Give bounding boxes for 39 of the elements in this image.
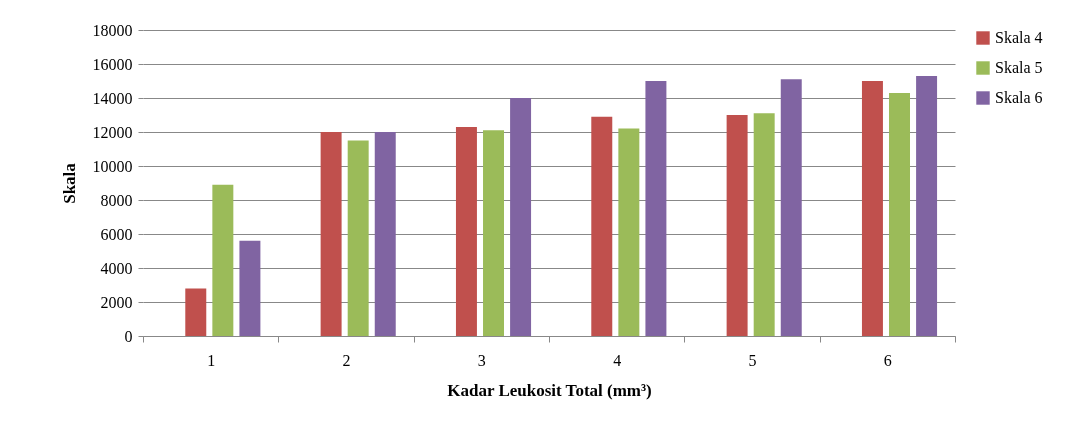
- x-tick-label: 4: [613, 351, 622, 369]
- bar: [374, 132, 396, 336]
- legend-label: Skala 4: [995, 29, 1043, 46]
- legend-label: Skala 6: [995, 89, 1043, 106]
- bar: [455, 126, 477, 336]
- bar: [753, 113, 775, 336]
- bar: [591, 116, 613, 336]
- bar: [618, 128, 640, 336]
- legend-label: Skala 5: [995, 59, 1043, 76]
- y-tick-label: 10000: [92, 157, 133, 175]
- x-tick-label: 3: [477, 351, 486, 369]
- bar: [645, 81, 667, 336]
- bar: [212, 184, 234, 336]
- bar: [916, 75, 938, 336]
- y-tick-label: 18000: [92, 21, 133, 39]
- bar: [347, 140, 369, 336]
- x-tick-label: 5: [748, 351, 757, 369]
- y-axis-title: Skala: [59, 162, 79, 204]
- bar: [861, 81, 883, 336]
- bar: [510, 98, 532, 336]
- y-tick-label: 8000: [100, 191, 133, 209]
- y-tick-label: 4000: [100, 259, 133, 277]
- bar: [780, 79, 802, 336]
- y-tick-label: 14000: [92, 89, 133, 107]
- bar: [239, 240, 261, 336]
- bar: [889, 92, 910, 336]
- y-tick-label: 16000: [92, 55, 133, 73]
- x-tick-label: 1: [207, 351, 216, 369]
- bar: [483, 130, 504, 336]
- bar: [320, 132, 342, 336]
- x-axis-title: Kadar Leukosit Total (mm³): [447, 380, 652, 400]
- bar: [726, 115, 748, 336]
- y-tick-label: 2000: [100, 293, 133, 311]
- y-tick-label: 0: [124, 327, 133, 345]
- y-tick-label: 12000: [92, 123, 133, 141]
- y-tick-label: 6000: [100, 225, 133, 243]
- x-tick-label: 6: [883, 351, 892, 369]
- x-tick-label: 2: [342, 351, 351, 369]
- bar: [185, 288, 207, 336]
